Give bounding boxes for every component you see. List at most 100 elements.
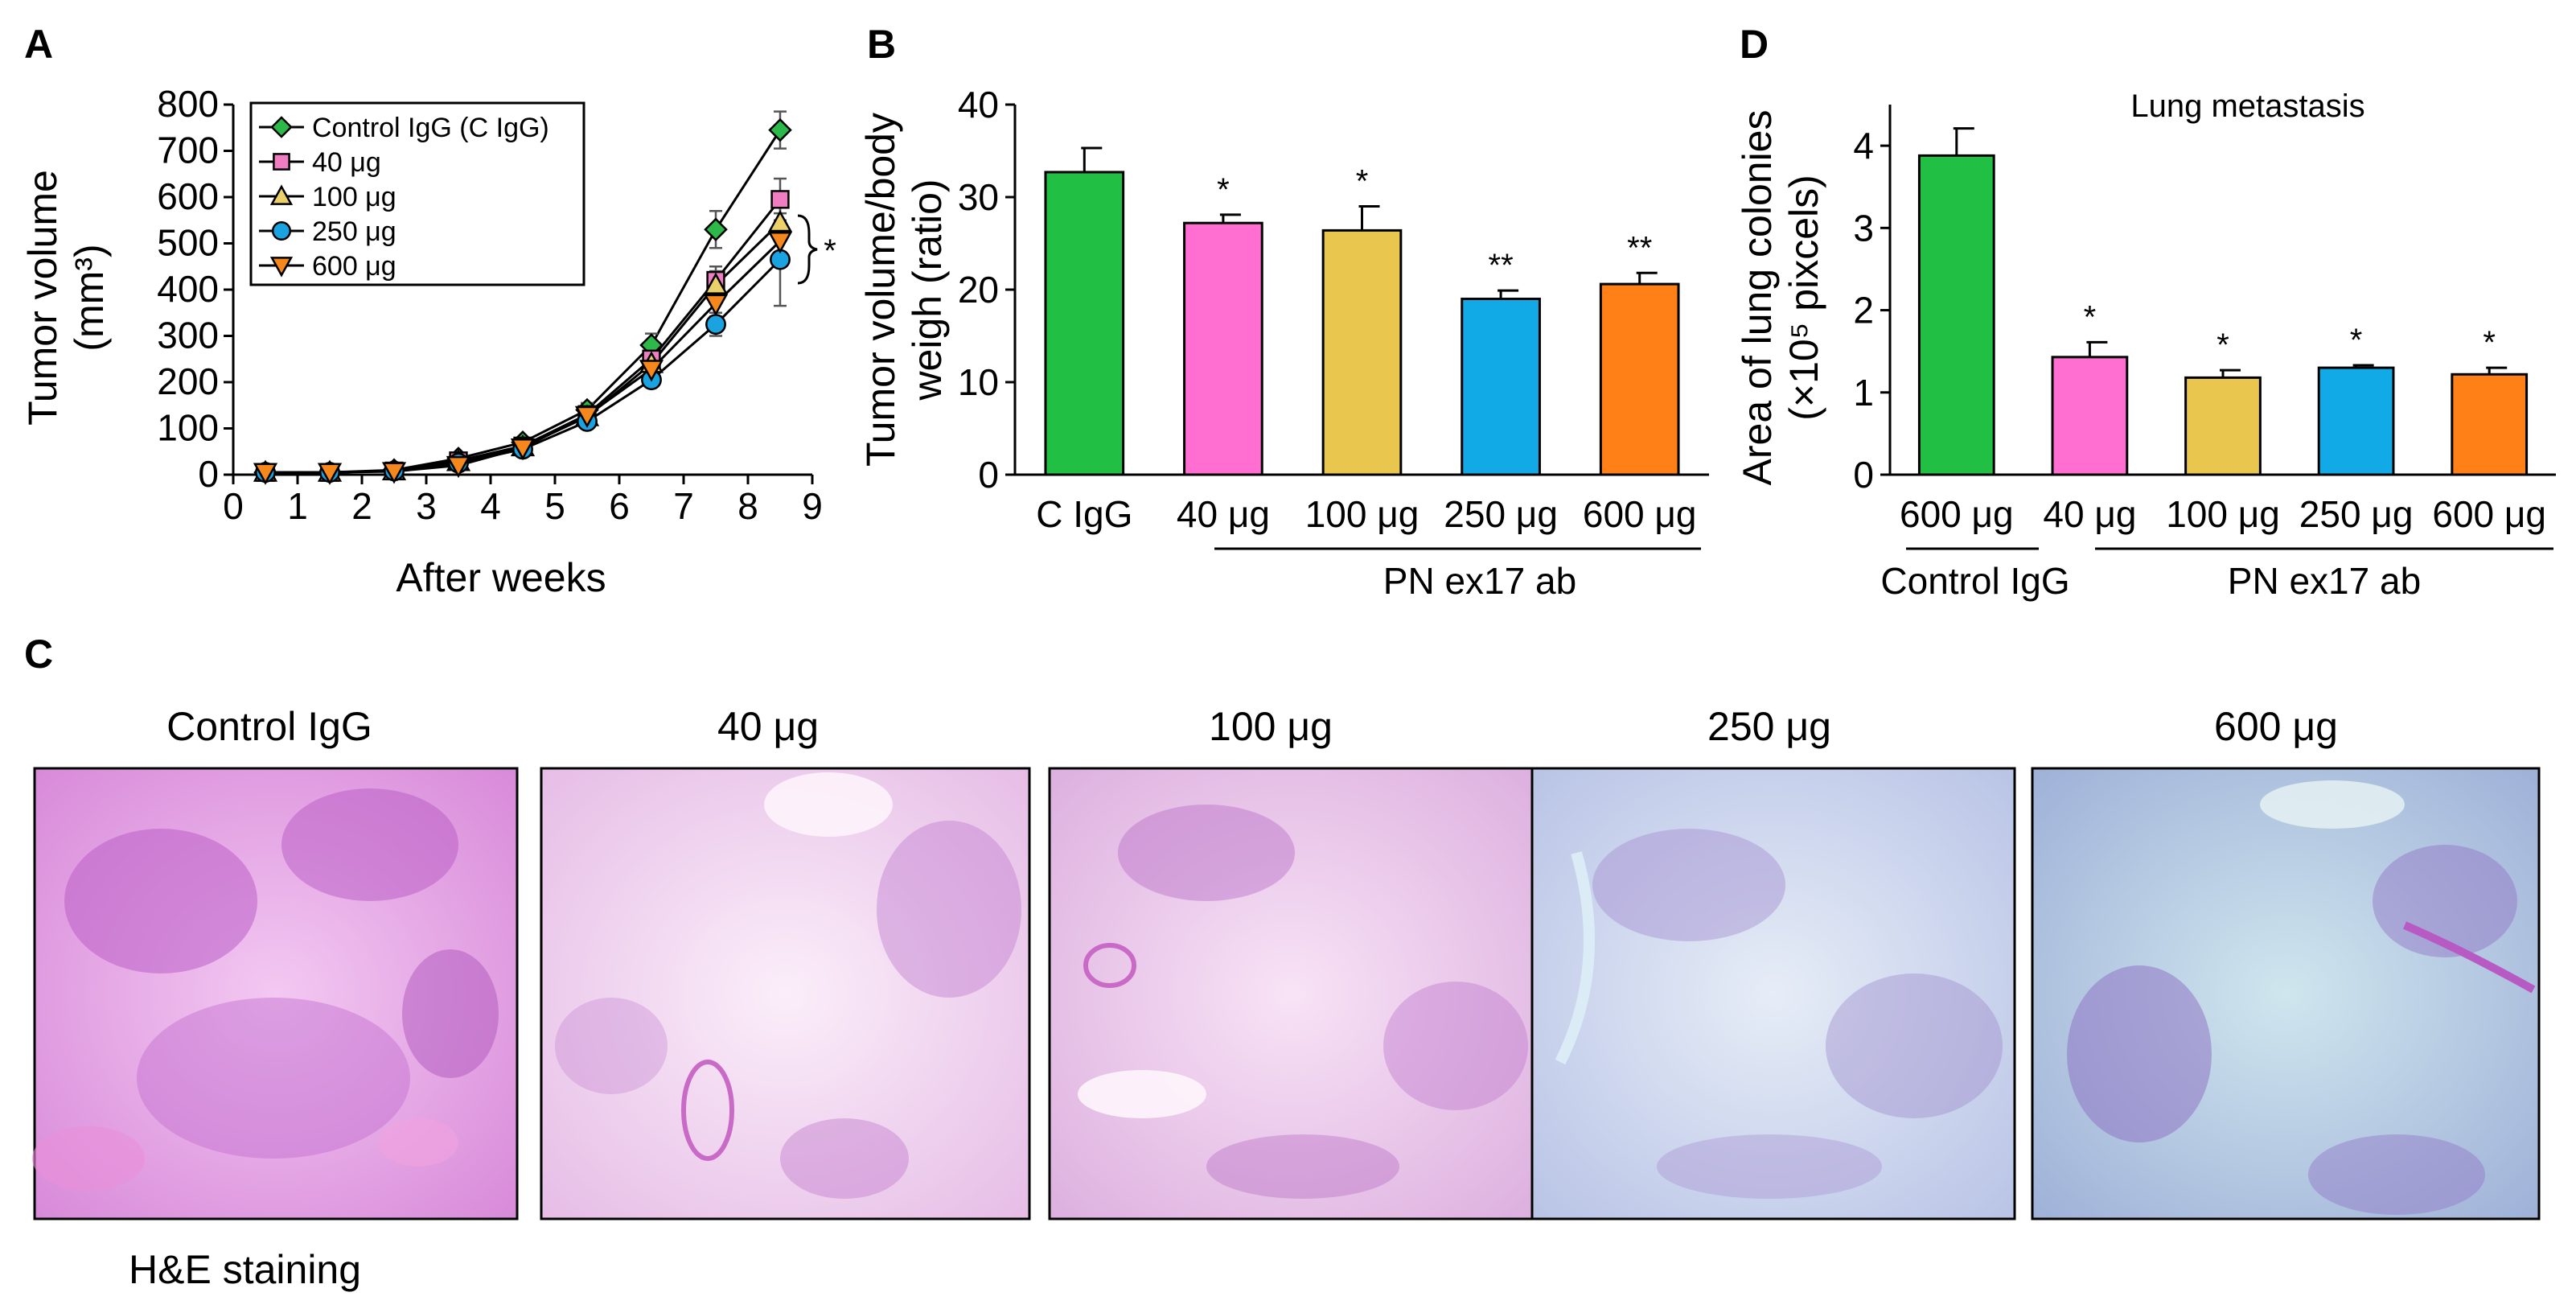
- chart-d-ytick-label: 2: [1853, 290, 1874, 331]
- chart-b-bar: [1044, 171, 1125, 476]
- chart-b-bars: C IgG 40 μg * 100 μg * 250 μg ** 600 μg **: [1036, 146, 1697, 535]
- chart-a-legend-marker: [269, 184, 294, 205]
- chart-b-ytick-label: 0: [978, 454, 999, 496]
- chart-b-category-label: 100 μg: [1305, 493, 1419, 535]
- chart-a-legend-label: 100 μg: [312, 182, 396, 212]
- chart-a-series: [253, 110, 793, 485]
- chart-a-ytick-label: 700: [157, 130, 219, 171]
- chart-a-data-point: [639, 360, 664, 382]
- panel-letter-d: D: [1740, 22, 1769, 67]
- chart-b-category-label: 40 μg: [1177, 493, 1270, 535]
- chart-b-ytick-label: 30: [958, 176, 999, 218]
- chart-d-bar: [2317, 366, 2395, 476]
- chart-b-group-label: PN ex17 ab: [1383, 560, 1576, 602]
- chart-a-data-point: [704, 217, 728, 242]
- chart-a-ytick-label: 400: [157, 268, 219, 310]
- chart-a-ylabel-line2: (mm³): [67, 244, 112, 351]
- chart-b-category-label: 600 μg: [1583, 493, 1697, 535]
- histology-title-40: 40 μg: [717, 704, 819, 749]
- chart-a-data-point: [767, 231, 793, 254]
- chart-b-significance-label: **: [1489, 248, 1514, 283]
- chart-b-ytick-label: 10: [958, 361, 999, 403]
- chart-a-legend-label: 250 μg: [312, 216, 396, 247]
- chart-a-ytick-label: 600: [157, 175, 219, 217]
- chart-a-ytick-label: 800: [157, 83, 219, 125]
- chart-d-title: Lung metastasis: [2130, 88, 2364, 124]
- histology-image-control: [32, 767, 519, 1220]
- chart-d-ytick-label: 0: [1853, 454, 1874, 496]
- chart-a-data-point: [253, 463, 278, 485]
- chart-a-data-point: [510, 438, 536, 461]
- chart-b-category-label: C IgG: [1036, 493, 1132, 535]
- histology-caption: H&E staining: [129, 1247, 361, 1292]
- chart-d-bar: [1917, 154, 1995, 476]
- chart-a-data-point: [705, 314, 726, 335]
- chart-b-bar: [1599, 282, 1680, 476]
- chart-a-data-point: [381, 462, 407, 484]
- chart-a-ytick-label: 500: [157, 222, 219, 264]
- chart-d-significance-label: *: [2084, 299, 2097, 335]
- chart-d-bar: [2051, 356, 2129, 476]
- chart-b-bar: [1183, 221, 1263, 476]
- chart-a-data-point: [768, 117, 792, 142]
- histology-image-40: [540, 767, 1031, 1220]
- chart-a-legend-marker: [271, 220, 292, 241]
- chart-d-ytick-label: 4: [1853, 125, 1874, 167]
- chart-a-legend-label: 600 μg: [312, 251, 396, 282]
- histology-panel: Control IgG 40 μg 100 μg 250 μg 600 μg: [32, 704, 2541, 1292]
- chart-d-category-label: 250 μg: [2299, 493, 2414, 535]
- chart-a-legend-label: 40 μg: [312, 147, 381, 178]
- chart-a-data-point: [574, 405, 600, 428]
- chart-a-legend-marker: [273, 153, 290, 171]
- histology-image-600: [2031, 767, 2541, 1220]
- chart-a-data-point: [317, 463, 343, 485]
- chart-a-data-point: [703, 272, 729, 294]
- chart-b-significance-label: *: [1217, 172, 1230, 208]
- chart-a-data-point: [446, 455, 471, 479]
- histology-image-250: [1530, 767, 2016, 1220]
- chart-a-xtick-label: 2: [351, 485, 372, 527]
- chart-a-significance-brace: [797, 214, 818, 285]
- panel-letter-c: C: [24, 632, 53, 677]
- chart-d-bars: 600 μg 40 μg * 100 μg * 250 μg * 600 μg *: [1900, 127, 2546, 535]
- chart-d-group-label: PN ex17 ab: [2228, 560, 2421, 602]
- chart-a-xtick-label: 4: [480, 485, 501, 527]
- chart-b-significance-label: **: [1627, 230, 1652, 265]
- chart-b-bar: [1321, 228, 1403, 476]
- chart-a-legend-box: [249, 101, 585, 286]
- chart-b-ytick-label: 40: [958, 84, 999, 126]
- chart-a-xtick-label: 5: [544, 485, 565, 527]
- chart-a-legend-label: Control IgG (C IgG): [312, 113, 549, 143]
- chart-a-data-point: [770, 190, 790, 209]
- histology-title-control: Control IgG: [166, 704, 372, 749]
- chart-b-category-label: 250 μg: [1444, 493, 1558, 535]
- chart-d-ytick-label: 1: [1853, 372, 1874, 414]
- chart-d-bar: [2451, 372, 2529, 476]
- chart-d-control-label: Control IgG: [1880, 560, 2069, 602]
- chart-d-bar: [2184, 376, 2262, 476]
- panel-letter-a: A: [24, 22, 53, 67]
- chart-a-xlabel: After weeks: [396, 555, 606, 600]
- chart-a-tumor-volume-line: Tumor volume (mm³) After weeks 010020030…: [20, 83, 836, 600]
- histology-title-100: 100 μg: [1209, 704, 1333, 749]
- chart-d-ylabel-line1: Area of lung colonies: [1735, 110, 1780, 486]
- chart-d-category-label: 100 μg: [2166, 493, 2280, 535]
- chart-a-ytick-label: 100: [157, 407, 219, 449]
- chart-a-legend-marker: [269, 257, 294, 278]
- chart-b-significance-label: *: [1356, 164, 1369, 200]
- chart-a-ylabel-line1: Tumor volume: [20, 170, 65, 426]
- chart-a-xtick-label: 0: [223, 485, 244, 527]
- chart-d-ylabel-line2: (×10⁵ pixcels): [1781, 175, 1826, 421]
- chart-a-significance-star: *: [824, 233, 836, 269]
- chart-b-ylabel-line2: weigh (ratio): [905, 179, 950, 401]
- chart-b-tumor-body-ratio-bar: Tumor volume/body weigh (ratio) 0 10 20 30 4…: [858, 84, 1709, 602]
- chart-d-significance-label: *: [2217, 327, 2229, 363]
- chart-a-xtick-label: 6: [609, 485, 630, 527]
- chart-d-category-label: 600 μg: [2432, 493, 2546, 535]
- chart-a-xtick-label: 7: [673, 485, 694, 527]
- histology-image-100: [1048, 767, 1534, 1220]
- chart-d-significance-label: *: [2350, 323, 2363, 358]
- chart-d-significance-label: *: [2483, 325, 2496, 360]
